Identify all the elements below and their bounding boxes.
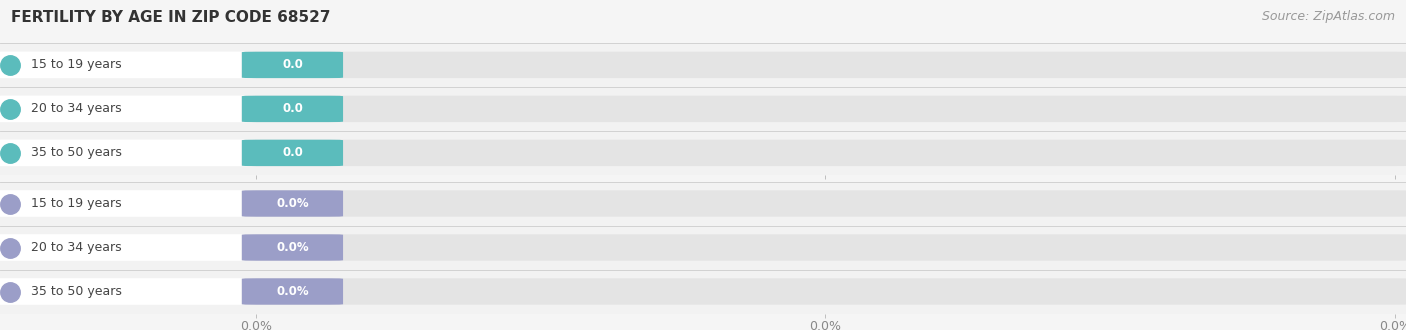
Bar [0,182,1406,225]
Bar [0,270,1406,313]
Text: 0.0%: 0.0% [276,197,309,210]
Text: 35 to 50 years: 35 to 50 years [31,147,122,159]
FancyBboxPatch shape [0,140,263,166]
FancyBboxPatch shape [242,52,343,78]
FancyBboxPatch shape [242,140,343,166]
Text: FERTILITY BY AGE IN ZIP CODE 68527: FERTILITY BY AGE IN ZIP CODE 68527 [11,10,330,25]
Bar [0,87,1406,131]
Text: 0.0%: 0.0% [276,285,309,298]
FancyBboxPatch shape [242,96,1406,122]
FancyBboxPatch shape [242,278,1406,305]
FancyBboxPatch shape [0,190,263,217]
Bar [0,131,1406,175]
Text: 20 to 34 years: 20 to 34 years [31,102,121,115]
FancyBboxPatch shape [242,278,343,305]
Text: 0.0: 0.0 [283,147,302,159]
FancyBboxPatch shape [242,140,1406,166]
FancyBboxPatch shape [242,234,1406,261]
Text: 0.0: 0.0 [283,58,302,71]
FancyBboxPatch shape [242,234,343,261]
Text: Source: ZipAtlas.com: Source: ZipAtlas.com [1261,10,1395,23]
Text: 20 to 34 years: 20 to 34 years [31,241,121,254]
FancyBboxPatch shape [242,190,1406,217]
Text: 35 to 50 years: 35 to 50 years [31,285,122,298]
FancyBboxPatch shape [242,96,343,122]
Bar [0,225,1406,270]
Text: 0.0: 0.0 [283,102,302,115]
Text: 15 to 19 years: 15 to 19 years [31,58,121,71]
FancyBboxPatch shape [0,234,263,261]
FancyBboxPatch shape [0,278,263,305]
Text: 0.0%: 0.0% [276,241,309,254]
FancyBboxPatch shape [0,51,263,78]
Bar [0,43,1406,87]
FancyBboxPatch shape [242,52,1406,78]
FancyBboxPatch shape [0,96,263,122]
FancyBboxPatch shape [242,190,343,217]
Text: 15 to 19 years: 15 to 19 years [31,197,121,210]
